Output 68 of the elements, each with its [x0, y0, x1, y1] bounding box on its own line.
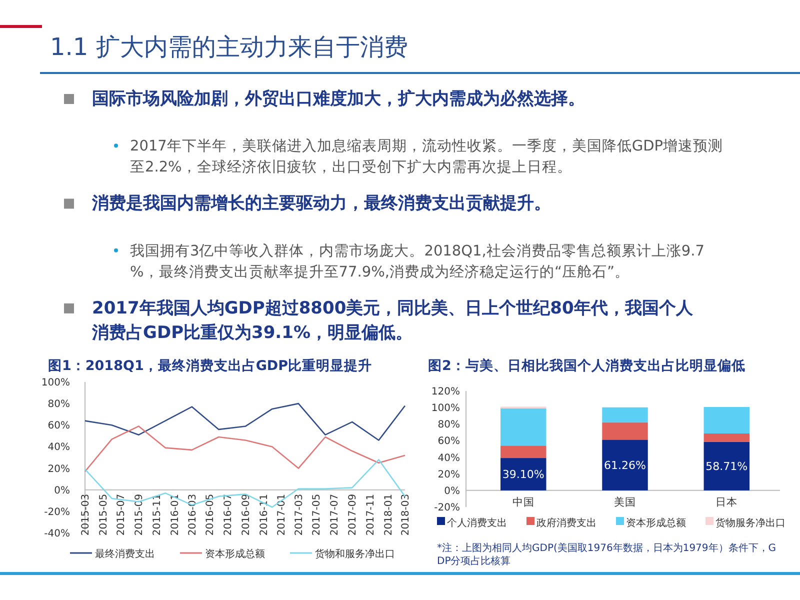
x-tick-label: 日本 [716, 495, 738, 508]
bar [500, 408, 546, 446]
text: 我国拥有3亿中等收入群体，内需市场庞大。2018Q1,社会消费品零售总额累计上涨9.7%，最终消费支出贡献率提升至77.9%,消费成为经济稳定运行的“压舱石”。 [130, 242, 704, 280]
y-tick-label: -20% [434, 502, 460, 514]
y-tick-label: 60% [438, 436, 460, 448]
x-tick-label: 2016-05 [205, 494, 216, 536]
y-tick-label: 0% [444, 486, 460, 497]
x-tick-label: 2017-05 [312, 494, 323, 536]
y-tick-label: 60% [48, 420, 70, 432]
x-tick-label: 中国 [512, 495, 534, 508]
y-tick-label: -40% [44, 528, 70, 540]
text: *注：上图为相同人均GDP(美国取1976年数据，日本为1979年）条件下，GDP分项占比核算 [437, 542, 776, 567]
x-tick-label: 2017-01 [276, 494, 288, 536]
x-tick-label: 2015-07 [116, 494, 128, 536]
text: 2017年下半年，美联储进入加息缩表周期，流动性收紧。一季度，美国降低GDP增速预测至2.2%，全球经济依旧疲软，出口受创下扩大内需再次提上日程。 [130, 138, 724, 176]
bar [500, 446, 546, 458]
legend-label: 个人消费支出 [447, 517, 507, 529]
bar [704, 433, 750, 442]
line-series [84, 426, 406, 472]
bar [602, 422, 648, 440]
y-tick-label: 80% [438, 420, 460, 431]
chart-title: 图2：与美、日相比我国个人消费支出占比明显偏低 [428, 357, 746, 374]
bar [500, 458, 546, 490]
y-tick-label: 0% [54, 485, 70, 496]
y-tick-label: 80% [48, 399, 70, 410]
y-tick-label: 20% [48, 464, 70, 475]
text: 1.1 扩大内需的主动力来自于消费 [50, 33, 408, 61]
legend-label: 货物和服务净出口 [315, 548, 395, 560]
y-tick-label: 120% [431, 386, 460, 398]
y-tick-label: 40% [48, 442, 70, 454]
x-tick-label: 2015-09 [134, 494, 146, 536]
data-label: 58.71% [706, 460, 748, 474]
data-label: 39.10% [502, 468, 544, 482]
x-tick-label: 2016-01 [170, 494, 181, 536]
bar [704, 442, 750, 490]
x-tick-label: 2016-09 [241, 494, 252, 536]
x-tick-label: 2018-03 [400, 494, 412, 536]
x-tick-label: 2016-07 [222, 494, 234, 536]
bar [704, 406, 750, 434]
text: 2017年我国人均GDP超过8800美元，同比美、日上个世纪80年代，我国个人消费占GDP比重仅为39.1%，明显偏低。 [91, 298, 694, 344]
x-tick-label: 2017-09 [348, 494, 359, 536]
y-tick-label: 100% [41, 378, 70, 388]
x-tick-label: 2017-07 [330, 494, 341, 536]
x-tick-label: 2015-05 [98, 494, 110, 536]
legend-label: 资本形成总额 [205, 548, 265, 560]
x-tick-label: 2015-03 [80, 494, 92, 536]
y-tick-label: 100% [431, 403, 460, 414]
y-tick-label: 40% [438, 452, 460, 464]
line-series [84, 402, 406, 441]
x-tick-label: 2017-11 [365, 494, 376, 536]
text: 消费是我国内需增长的主要驱动力，最终消费支出贡献提升。 [91, 194, 551, 214]
x-tick-label: 美国 [614, 495, 636, 508]
x-tick-label: 2017-03 [294, 494, 305, 536]
legend-label: 政府消费支出 [536, 517, 596, 529]
legend-label: 资本形成总额 [626, 517, 686, 529]
legend-label: 货物服务净出口 [716, 517, 786, 529]
x-tick-label: 2015-11 [152, 494, 164, 536]
legend-label: 最终消费支出 [95, 548, 155, 560]
x-tick-label: 2018-01 [383, 494, 394, 536]
y-tick-label: -20% [44, 506, 70, 518]
x-tick-label: 2016-11 [258, 494, 270, 536]
chart-title: 图1：2018Q1，最终消费支出占GDP比重明显提升 [48, 357, 372, 374]
bar [602, 440, 648, 490]
text: 国际市场风险加剧，外贸出口难度加大，扩大内需成为必然选择。 [92, 89, 585, 109]
y-tick-label: 20% [438, 469, 460, 480]
data-label: 61.26% [604, 459, 646, 472]
bar [602, 407, 648, 422]
x-tick-label: 2016-03 [187, 494, 198, 536]
